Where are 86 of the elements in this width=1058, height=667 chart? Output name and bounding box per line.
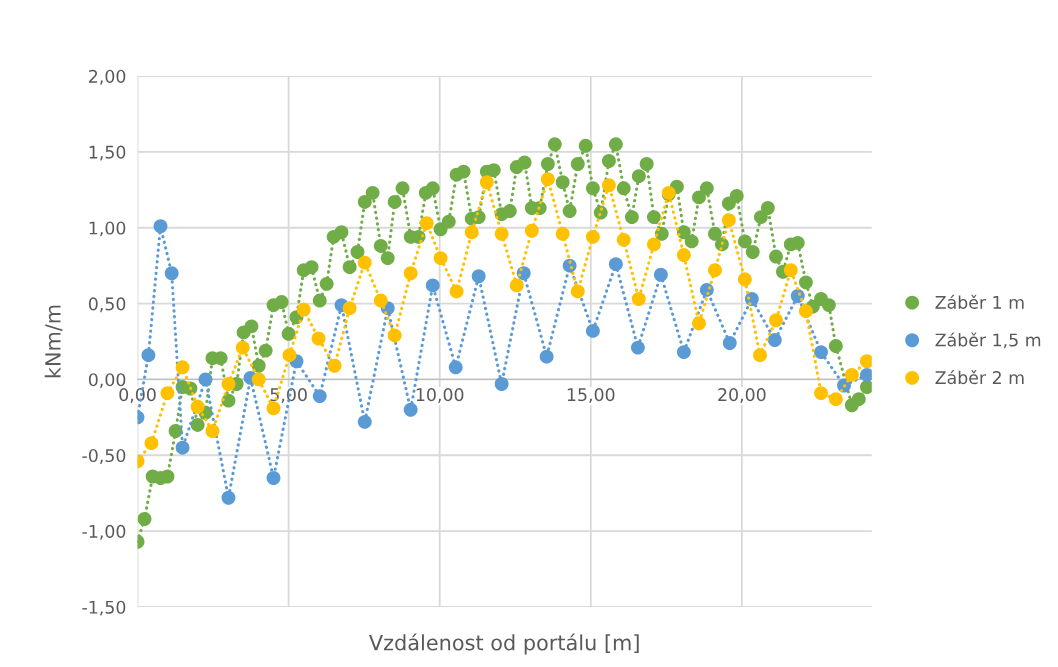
point <box>144 436 159 451</box>
point <box>783 263 798 278</box>
point <box>266 471 281 485</box>
point <box>312 389 327 404</box>
point <box>494 226 509 241</box>
point <box>479 175 494 190</box>
point <box>692 316 706 331</box>
legend-label: Záběr 2 m <box>935 370 1024 385</box>
point <box>205 424 220 438</box>
point <box>630 340 645 355</box>
x-tick-label: 20,00 <box>718 388 766 403</box>
point <box>266 401 281 416</box>
point <box>570 284 585 299</box>
y-tick-label: 1,50 <box>89 145 126 161</box>
point <box>425 278 440 293</box>
point <box>342 301 357 316</box>
y-axis-title: kNm/m <box>44 305 63 378</box>
point <box>419 216 434 231</box>
point <box>646 237 661 252</box>
point <box>235 340 250 355</box>
point <box>737 272 752 287</box>
point <box>198 372 213 387</box>
point <box>464 225 479 240</box>
point <box>722 336 737 350</box>
point <box>471 269 486 284</box>
point <box>828 392 843 407</box>
y-tick-label: 1,00 <box>89 221 126 237</box>
point <box>798 304 813 319</box>
point <box>175 360 190 375</box>
point <box>814 386 828 401</box>
point <box>160 386 175 401</box>
point <box>387 328 402 343</box>
point <box>585 229 600 244</box>
point <box>357 255 372 270</box>
point <box>141 348 156 363</box>
point <box>601 178 616 193</box>
point <box>708 263 722 278</box>
point <box>721 213 736 228</box>
point <box>251 372 266 387</box>
point <box>769 313 783 328</box>
x-axis-title: Vzdálenost od portálu [m] <box>369 633 639 655</box>
point <box>433 251 448 266</box>
point <box>311 331 326 346</box>
point <box>403 266 418 281</box>
legend-label: Záběr 1,5 m <box>935 332 1041 349</box>
point <box>676 248 691 262</box>
point <box>449 284 464 299</box>
point <box>164 266 179 281</box>
point <box>676 345 691 360</box>
point <box>540 172 555 187</box>
point <box>282 348 297 363</box>
point <box>373 293 388 308</box>
point <box>631 292 646 306</box>
y-tick-label: 0,00 <box>88 373 126 389</box>
point <box>539 349 554 364</box>
point <box>296 302 311 317</box>
y-tick-label: -1,50 <box>82 600 126 616</box>
y-tick-label: -0,50 <box>82 448 126 464</box>
point <box>653 267 668 282</box>
y-tick-label: -1,00 <box>82 524 126 540</box>
point <box>509 278 524 293</box>
point <box>221 490 236 505</box>
point <box>403 402 418 417</box>
x-tick-label: 10,00 <box>416 388 464 403</box>
x-tick-label: 15,00 <box>567 388 615 403</box>
point <box>753 348 767 363</box>
point <box>175 440 190 455</box>
point <box>448 360 463 375</box>
point <box>814 345 828 360</box>
point <box>608 257 623 272</box>
point <box>221 377 236 391</box>
point <box>153 219 168 234</box>
point <box>327 358 342 373</box>
point <box>555 226 570 241</box>
point <box>616 232 631 247</box>
point <box>844 367 859 382</box>
point <box>357 414 372 429</box>
x-tick-label: 0,00 <box>119 388 156 403</box>
legend-label: Záběr 1 m <box>935 294 1024 309</box>
point <box>524 223 539 238</box>
point <box>190 399 205 414</box>
point <box>585 323 600 338</box>
y-tick-label: 0,50 <box>88 297 126 313</box>
point <box>767 333 782 347</box>
y-tick-label: 2,00 <box>89 69 126 85</box>
point <box>494 377 509 391</box>
